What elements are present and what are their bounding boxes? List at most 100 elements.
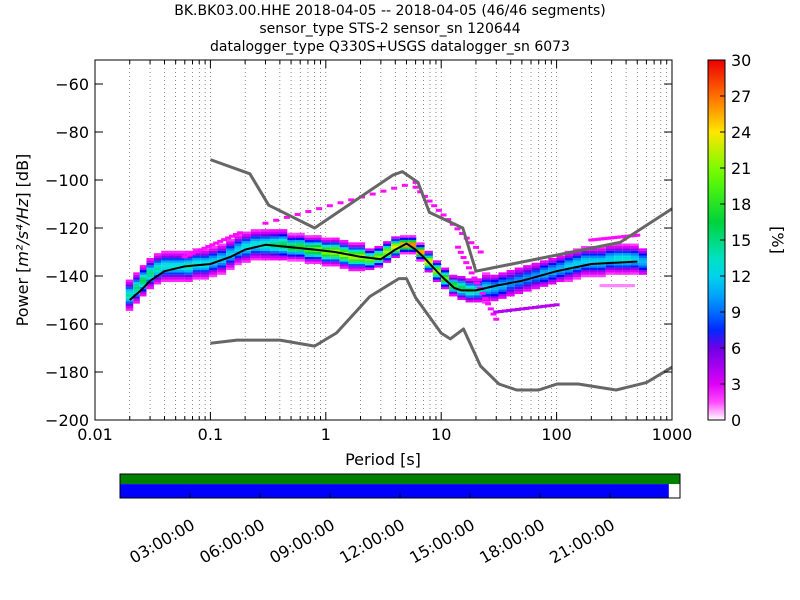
psd-cell xyxy=(356,261,366,265)
psd-cell xyxy=(605,272,615,275)
psd-cell xyxy=(374,253,384,256)
psd-cell xyxy=(614,272,623,275)
psd-cell xyxy=(270,250,280,254)
psd-cell xyxy=(348,261,357,265)
psd-cell xyxy=(408,249,417,253)
psd-cell xyxy=(424,267,433,271)
psd-cell xyxy=(146,262,154,266)
psd-cell xyxy=(161,267,169,271)
colorbar-tick-label: 3 xyxy=(731,375,741,394)
psd-cell xyxy=(356,249,366,253)
psd-cell xyxy=(630,267,639,271)
psd-cell xyxy=(473,292,483,296)
psd-cell xyxy=(457,278,466,281)
psd-cell xyxy=(416,256,425,260)
psd-cell xyxy=(416,259,425,262)
psd-outlier-cell xyxy=(435,208,442,212)
psd-cell xyxy=(424,269,433,273)
psd-cell xyxy=(548,260,557,263)
psd-outlier-cell xyxy=(523,306,530,310)
psd-cell xyxy=(260,253,271,256)
psd-cell xyxy=(432,260,442,263)
psd-outlier-cell xyxy=(209,243,216,247)
psd-cell xyxy=(548,277,557,280)
psd-cell xyxy=(241,236,251,239)
psd-cell xyxy=(622,248,631,251)
psd-cell xyxy=(217,267,227,271)
psd-cell xyxy=(304,256,314,260)
psd-cell xyxy=(184,255,193,259)
psd-cell xyxy=(490,293,499,297)
psd-cell xyxy=(330,242,340,245)
psd-cell xyxy=(365,257,375,261)
psd-cell xyxy=(168,253,177,256)
psd-cell xyxy=(200,267,209,271)
psd-outlier-cell xyxy=(544,304,551,308)
psd-cell xyxy=(279,229,288,232)
psd-cell xyxy=(192,267,201,271)
timeline-coverage: 03:00:0006:00:0009:00:0012:00:0015:00:00… xyxy=(119,473,681,567)
psd-cell xyxy=(572,253,582,256)
psd-cell xyxy=(523,284,532,287)
psd-cell xyxy=(630,269,639,273)
title-line-3: datalogger_type Q330S+USGS datalogger_sn… xyxy=(210,39,570,55)
psd-cell xyxy=(556,262,565,266)
psd-cell xyxy=(356,268,366,272)
psd-cell xyxy=(622,269,631,273)
psd-cell xyxy=(208,253,218,256)
psd-cell xyxy=(399,242,409,245)
psd-outlier-cell xyxy=(225,236,232,240)
psd-cell xyxy=(250,241,261,244)
psd-cell xyxy=(589,255,598,259)
psd-cell xyxy=(356,263,366,267)
psd-cell xyxy=(287,247,296,250)
psd-cell xyxy=(399,237,409,241)
psd-cell xyxy=(226,257,235,261)
psd-cell xyxy=(146,269,154,273)
psd-cell xyxy=(176,260,185,263)
psd-cell xyxy=(490,279,499,283)
psd-cell xyxy=(200,257,209,261)
psd-cell xyxy=(192,277,201,280)
psd-cell xyxy=(287,239,296,243)
x-tick-label: 1000 xyxy=(652,425,693,444)
psd-cell xyxy=(304,259,314,262)
psd-cell xyxy=(356,251,366,255)
y-axis-label-group: Power [m²/s⁴/Hz] [dB] xyxy=(13,154,32,327)
psd-outlier-cell xyxy=(236,231,243,235)
psd-outlier-cell xyxy=(477,250,484,254)
psd-outlier-cell xyxy=(213,241,220,245)
psd-cell xyxy=(589,260,598,263)
psd-cell xyxy=(192,253,201,256)
psd-outlier-cell xyxy=(468,271,475,275)
psd-cell xyxy=(161,277,169,280)
psd-cell xyxy=(146,281,154,285)
psd-cell xyxy=(465,278,474,281)
psd-cell xyxy=(125,281,134,285)
psd-cell xyxy=(564,262,573,266)
psd-cell xyxy=(638,255,647,259)
psd-cell xyxy=(531,269,540,273)
psd-cell xyxy=(168,262,177,266)
psd-cell xyxy=(523,265,532,268)
psd-cell xyxy=(473,297,483,301)
psd-cell xyxy=(597,260,606,263)
timeline-tick-label: 06:00:00 xyxy=(196,515,268,567)
psd-cell xyxy=(168,255,177,259)
psd-cell xyxy=(133,296,140,299)
psd-cell xyxy=(638,257,647,261)
psd-cell xyxy=(581,274,590,278)
psd-cell xyxy=(208,255,218,259)
psd-cell xyxy=(605,250,615,254)
psd-cell xyxy=(330,237,340,241)
psd-cell xyxy=(161,257,169,261)
psd-cell xyxy=(465,297,474,301)
psd-cell xyxy=(200,272,209,275)
psd-cell xyxy=(217,262,227,266)
psd-cell xyxy=(383,243,392,247)
psd-cell xyxy=(200,250,209,254)
psd-cell xyxy=(523,281,532,285)
psd-cell xyxy=(506,293,515,297)
psd-cell xyxy=(287,256,296,260)
psd-cell xyxy=(365,260,375,263)
